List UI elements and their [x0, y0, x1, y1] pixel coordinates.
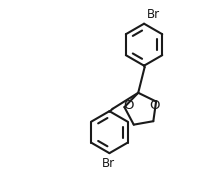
Text: Br: Br — [101, 157, 114, 170]
Text: O: O — [150, 99, 160, 112]
Text: Br: Br — [146, 8, 159, 21]
Text: O: O — [123, 99, 134, 112]
